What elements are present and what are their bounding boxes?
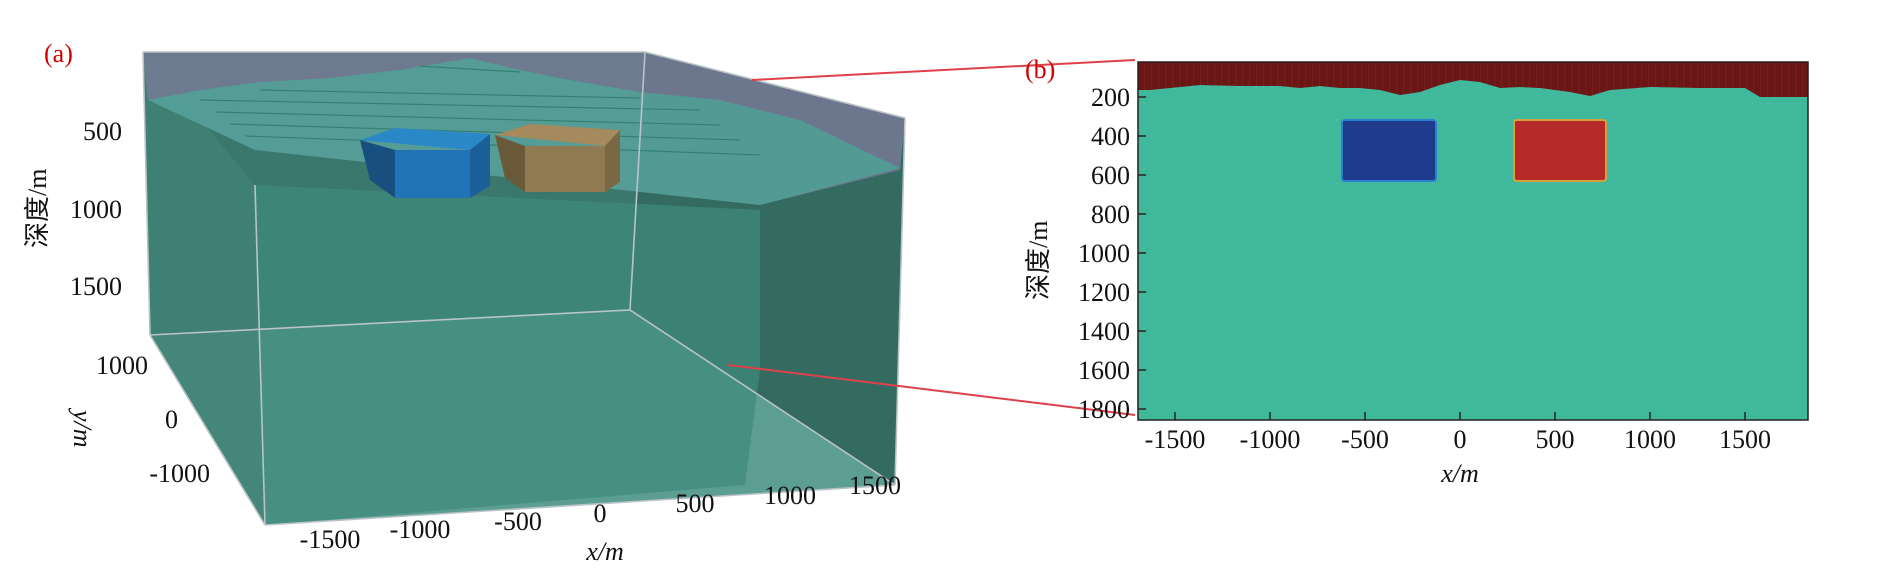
y-axis: 1000 0 -1000 y/m [68,351,210,488]
x-tick: 1000 [764,481,816,510]
volume-front-face [255,185,760,525]
x-tick-b: -1000 [1240,425,1301,454]
x-tick: 500 [676,489,715,518]
y-tick-b: 800 [1091,200,1130,229]
x-axis: -1500 -1000 -500 0 500 1000 1500 x/m [300,471,901,566]
y-tick: -1000 [149,459,210,488]
x-axis-label-b: x/m [1440,459,1479,488]
connector-bottom [727,364,1136,416]
y-tick-b: 1600 [1078,356,1130,385]
volume-edges [142,51,906,526]
panel-b-label: (b) [1025,55,1055,84]
depth-axis-label: 深度/m [23,169,52,248]
x-axis-label: x/m [585,537,624,566]
x-tick: -500 [494,507,542,536]
y-tick-b: 1200 [1078,278,1130,307]
x-tick-b: 1500 [1719,425,1771,454]
x-tick-b: 0 [1454,425,1467,454]
x-tick-b: 1000 [1624,425,1676,454]
x-axis-b [1174,412,1746,420]
y-tick-b: 600 [1091,161,1130,190]
depth-tick: 1500 [70,272,122,301]
terrain-texture [199,65,761,156]
depth-tick: 500 [83,117,122,146]
y-tick: 0 [165,405,178,434]
panel-a: (a) [23,39,906,566]
y-axis-label-b: 深度/m [1024,221,1053,300]
y-axis-label: y/m [68,407,97,448]
y-tick-b: 200 [1091,83,1130,112]
section-texture [1138,62,1808,420]
block-blue [360,128,490,198]
connector-top [751,59,1136,81]
panel-a-label: (a) [44,39,73,68]
panel-b: (b) 200 400 600 800 1000 1200 1400 [1024,55,1809,488]
depth-tick: 1000 [70,195,122,224]
y-tick: 1000 [96,351,148,380]
y-tick-b: 1000 [1078,239,1130,268]
x-tick: -1000 [390,515,451,544]
x-tick-b: -1500 [1145,425,1206,454]
block-brown [495,124,620,192]
y-tick-b: 1400 [1078,317,1130,346]
x-tick-b: 500 [1536,425,1575,454]
x-tick: -1500 [300,525,361,554]
air-texture [1138,62,1808,97]
y-tick-b: 1800 [1078,395,1130,424]
x-tick: 1500 [849,471,901,500]
plot-frame [1137,61,1809,421]
y-tick-b: 400 [1091,122,1130,151]
x-tick-b: -500 [1341,425,1389,454]
y-axis-b [1138,96,1146,410]
block-blue-section [1341,119,1437,182]
x-tick: 0 [594,499,607,528]
volume-left-face [143,52,265,525]
block-red-section [1513,119,1607,182]
depth-axis: 500 1000 1500 深度/m [23,117,122,301]
